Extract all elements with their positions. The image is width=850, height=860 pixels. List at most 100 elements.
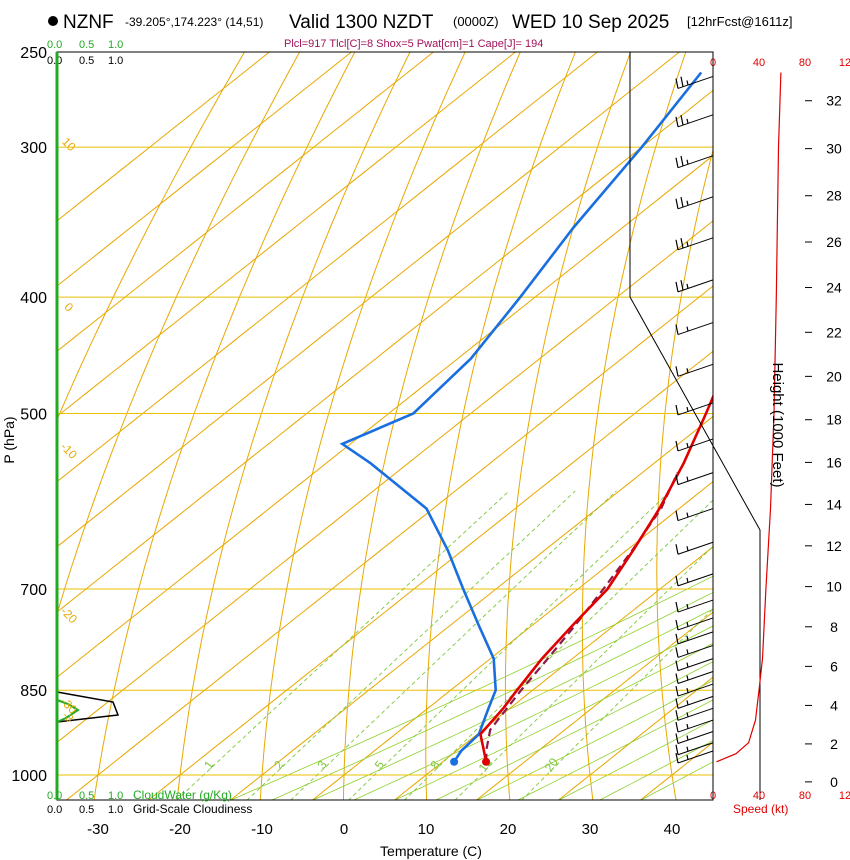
wind-barb-feather — [680, 237, 684, 249]
height-tick-label: 8 — [830, 619, 838, 635]
temperature-tick-label: -30 — [87, 821, 109, 838]
left-isotherm-label: -30 — [58, 694, 80, 716]
wind-barb-half-feather — [686, 649, 689, 655]
moist-adiabat-line — [516, 699, 713, 800]
isotherm-line — [557, 676, 713, 800]
wind-barb-shaft — [677, 573, 714, 587]
mixing-ratio-line — [347, 490, 671, 800]
wind-barb-feather — [675, 324, 679, 335]
wind-barb-half-feather — [686, 746, 689, 752]
temperature-tick-label: 30 — [582, 821, 599, 838]
surface-temperature-marker — [482, 757, 491, 766]
moist-adiabat-line — [475, 679, 713, 800]
x-axis-label: Temperature (C) — [380, 843, 482, 859]
dry-adiabat-line — [176, 52, 411, 800]
height-tick-label: 12 — [826, 538, 842, 554]
wind-barb — [675, 438, 714, 452]
wind-barb-feather — [675, 404, 679, 416]
isotherm-line — [65, 285, 713, 800]
moist-adiabat-line — [393, 643, 713, 800]
wind-barb-shaft — [677, 707, 714, 721]
moist-adiabat-line — [639, 761, 713, 800]
station-dot-icon — [48, 16, 58, 26]
wind-barb — [675, 237, 714, 251]
wind-barb-half-feather — [686, 621, 689, 627]
cloud-water-label: CloudWater (g/Kg) — [133, 788, 232, 802]
wind-barb-feather — [675, 673, 679, 684]
wind-barb-half-feather — [686, 159, 689, 165]
wind-barb-feather — [680, 280, 684, 291]
temperature-tick-label: -10 — [251, 821, 273, 838]
plot-background-lines — [57, 31, 850, 801]
dewpoint-profile-line — [339, 71, 703, 763]
wind-barb-shaft — [677, 279, 714, 293]
wind-barb-shaft — [677, 695, 714, 709]
speed-tick-top: 40 — [753, 57, 765, 69]
moist-adiabat-line — [311, 608, 713, 800]
wind-barb-half-feather — [686, 687, 689, 693]
height-tick-label: 26 — [826, 234, 842, 250]
station-id: NZNF — [63, 12, 114, 33]
wind-barb-shaft — [677, 402, 714, 416]
wind-panel-boundary — [629, 52, 761, 800]
wind-barb-half-feather — [686, 675, 689, 681]
wind-barb — [675, 363, 714, 377]
cloud-water-tick-bottom-2: 1.0 — [108, 790, 123, 802]
moist-adiabat-line — [270, 592, 713, 800]
height-tick-label: 28 — [826, 188, 842, 204]
cloud-water-tick-bottom-1: 0.5 — [79, 790, 94, 802]
cloudiness-tick-top-2: 1.0 — [108, 55, 123, 67]
moist-adiabat-line — [434, 661, 713, 800]
wind-barb-shaft — [677, 322, 714, 336]
mixing-ratio-line — [246, 490, 576, 800]
dry-adiabat-line — [799, 31, 850, 801]
wind-barb-feather — [675, 647, 679, 658]
cloudiness-profile-line — [56, 691, 120, 723]
wind-barb-half-feather — [686, 662, 689, 668]
wind-barb — [675, 472, 714, 486]
pressure-tick-label: 850 — [20, 683, 47, 700]
speed-tick-bottom: 40 — [753, 790, 765, 802]
wind-barb — [675, 402, 714, 416]
wind-barb-feather — [675, 633, 679, 644]
wind-barb-shaft — [677, 683, 714, 697]
isotherm-line — [147, 350, 713, 800]
isotherm-line — [57, 220, 713, 744]
wind-barb-half-feather — [686, 754, 689, 760]
wind-barb-feather — [675, 660, 679, 671]
wind-barb-shaft — [677, 155, 714, 169]
mixing-ratio-line — [176, 490, 510, 800]
wind-barb-feather — [675, 744, 679, 755]
wind-barb-shaft — [677, 719, 714, 733]
dry-adiabat-line — [259, 52, 466, 800]
speed-tick-top: 12 — [839, 57, 850, 69]
isotherm-line — [57, 52, 435, 352]
dry-adiabat-line — [425, 52, 576, 800]
pressure-tick-label: 500 — [20, 407, 47, 424]
wind-barb-feather — [675, 575, 679, 586]
dry-adiabat-line — [581, 52, 687, 800]
mixing-ratio-line — [521, 608, 713, 800]
wind-barb-shaft — [677, 196, 714, 210]
wind-barb-half-feather — [686, 603, 689, 609]
height-tick-label: 18 — [826, 412, 842, 428]
height-tick-label: 30 — [826, 141, 842, 157]
pressure-tick-label: 400 — [20, 290, 47, 307]
height-tick-label: 14 — [826, 496, 842, 512]
wind-barb-feather — [675, 710, 679, 721]
sounding-profiles — [339, 71, 713, 766]
wind-barb-feather — [680, 155, 684, 167]
wind-barb-half-feather — [686, 406, 689, 412]
wind-barb-feather — [675, 281, 679, 293]
isotherm-line — [57, 52, 599, 483]
height-tick-label: 10 — [826, 579, 842, 595]
height-tick-label: 32 — [826, 93, 842, 109]
left-isotherm-label: -10 — [58, 440, 80, 462]
left-isotherm-label: 0 — [62, 300, 77, 315]
cloudiness-tick-bottom-2: 1.0 — [108, 804, 123, 816]
wind-barb-feather — [675, 752, 679, 764]
wind-barb — [675, 707, 714, 721]
wind-barb-half-feather — [686, 735, 689, 741]
wind-barb — [675, 599, 714, 613]
